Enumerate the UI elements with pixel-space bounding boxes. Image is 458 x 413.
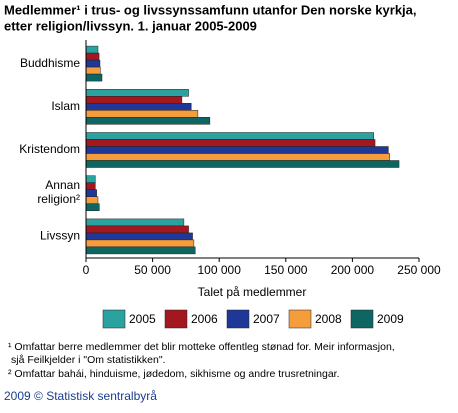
legend-label: 2006 [191,312,218,326]
x-axis-label: Talet på medlemmer [198,285,307,299]
x-tick-label: 0 [83,263,90,277]
legend-swatch [102,309,126,329]
y-tick-label: Annan religion² [37,178,80,206]
bar [85,52,100,61]
legend-swatch [226,309,250,329]
bar [85,218,185,227]
legend-label: 2009 [377,312,404,326]
x-tick-label: 50 000 [134,263,171,277]
y-tick-label: Kristendom [19,142,80,156]
bar [85,196,99,204]
y-tick-label: Islam [51,99,80,113]
footnote: ² Omfattar bahái, hinduisme, jødedom, si… [8,368,340,380]
bar [85,203,100,211]
footnote: sjå Feilkjelder i "Om statistikken". [11,354,166,366]
y-tick-label: Livssyn [40,229,80,243]
bar [85,189,97,197]
bar [85,45,99,54]
bar [85,160,400,168]
bar [85,110,199,118]
footnote: ¹ Omfattar berre medlemmer det blir mott… [8,341,395,353]
legend-label: 2005 [129,312,156,326]
bar [85,89,189,97]
bar [85,59,101,68]
bar [85,225,189,234]
x-tick-label: 150 000 [264,263,308,277]
bar [85,182,96,190]
legend-swatch [350,309,374,329]
bar [85,153,390,161]
bar [85,66,101,75]
bar [85,103,192,111]
x-tick-label: 100 000 [198,263,242,277]
legend-swatch [288,309,312,329]
bar [85,139,376,147]
legend-label: 2008 [315,312,342,326]
legend-label: 2007 [253,312,280,326]
y-tick-label: Buddhisme [20,56,80,70]
bar [85,73,103,82]
x-tick-label: 200 000 [331,263,375,277]
bar [85,175,96,183]
chart-title: etter religion/livssyn. 1. januar 2005-2… [4,18,257,33]
source: 2009 © Statistisk sentralbyrå [4,389,157,403]
bar [85,132,374,140]
bar [85,146,389,154]
bar [85,117,211,125]
bar [85,232,193,241]
bar [85,239,195,248]
chart-title: Medlemmer¹ i trus- og livssynssamfunn ut… [4,2,417,17]
bar [85,246,196,255]
x-tick-label: 250 000 [397,263,441,277]
legend-swatch [164,309,188,329]
bar [85,96,183,104]
